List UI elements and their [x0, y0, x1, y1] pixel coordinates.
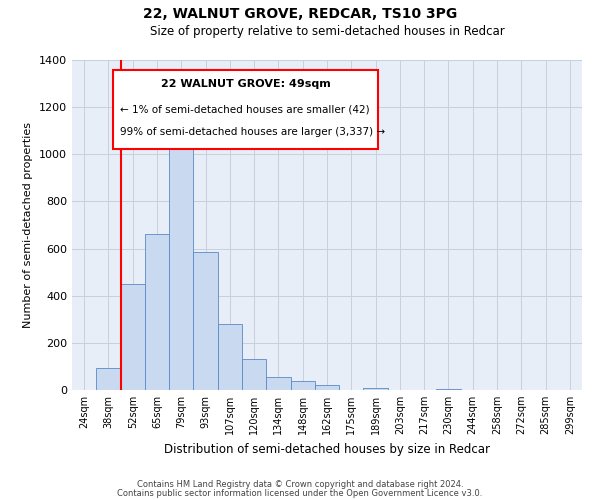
X-axis label: Distribution of semi-detached houses by size in Redcar: Distribution of semi-detached houses by …	[164, 442, 490, 456]
Title: Size of property relative to semi-detached houses in Redcar: Size of property relative to semi-detach…	[149, 25, 505, 38]
Bar	[96, 368, 121, 390]
Bar	[242, 360, 266, 390]
Bar	[193, 252, 218, 390]
Bar	[266, 377, 290, 390]
Bar	[290, 380, 315, 390]
Text: 22, WALNUT GROVE, REDCAR, TS10 3PG: 22, WALNUT GROVE, REDCAR, TS10 3PG	[143, 8, 457, 22]
Bar	[315, 386, 339, 390]
Bar	[121, 284, 145, 390]
Text: ← 1% of semi-detached houses are smaller (42): ← 1% of semi-detached houses are smaller…	[121, 104, 370, 115]
Text: 99% of semi-detached houses are larger (3,337) →: 99% of semi-detached houses are larger (…	[121, 126, 386, 136]
Bar	[218, 324, 242, 390]
Text: 22 WALNUT GROVE: 49sqm: 22 WALNUT GROVE: 49sqm	[161, 79, 330, 89]
Y-axis label: Number of semi-detached properties: Number of semi-detached properties	[23, 122, 34, 328]
Text: Contains HM Land Registry data © Crown copyright and database right 2024.: Contains HM Land Registry data © Crown c…	[137, 480, 463, 489]
Bar	[436, 389, 461, 390]
Bar	[364, 388, 388, 390]
Bar	[145, 234, 169, 390]
Text: Contains public sector information licensed under the Open Government Licence v3: Contains public sector information licen…	[118, 488, 482, 498]
FancyBboxPatch shape	[113, 70, 378, 149]
Bar	[169, 136, 193, 390]
